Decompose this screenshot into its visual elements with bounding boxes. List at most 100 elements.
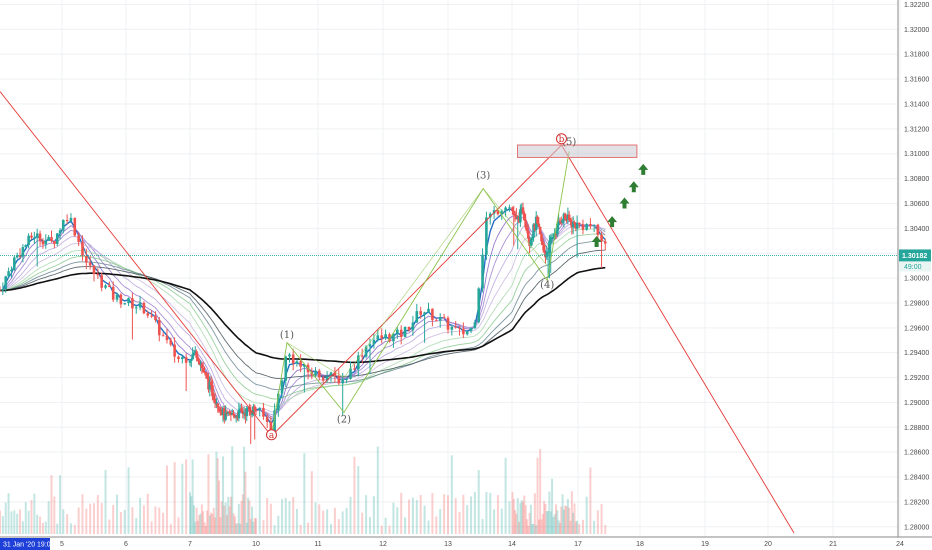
candle-body [567, 214, 571, 221]
candle-body [525, 227, 529, 232]
volume-bar [525, 519, 528, 534]
candle-body [349, 368, 352, 379]
candle-body [18, 255, 22, 257]
volume-bar [540, 519, 543, 534]
candle-body [237, 409, 241, 419]
candle-body [544, 252, 547, 258]
candle-body [504, 207, 507, 211]
candle-body [44, 240, 48, 245]
candle-body [280, 380, 284, 394]
wave-label: (5) [562, 137, 576, 148]
volume-bar [215, 451, 218, 534]
y-tick-label: 1.29200 [904, 375, 929, 382]
candle-body [392, 333, 395, 342]
volume-bar [233, 516, 236, 534]
candle-body [368, 344, 372, 347]
y-tick-label: 1.28000 [904, 524, 929, 531]
volume-bar [104, 469, 107, 534]
candle-body [496, 210, 500, 215]
volume-bar [518, 521, 521, 534]
volume-bar [427, 520, 430, 534]
candle-body [245, 408, 249, 417]
x-tick-label: 19 [701, 541, 709, 548]
candle-body [204, 371, 208, 376]
candle-body [380, 335, 383, 339]
volume-bar [255, 518, 257, 534]
volume-bar [284, 498, 287, 534]
x-tick-label: 21 [829, 541, 837, 548]
y-tick-label: 1.29000 [904, 400, 929, 407]
candle-body [96, 274, 100, 276]
candle-body [538, 226, 542, 235]
volume-bar [0, 510, 1, 534]
volume-bar [36, 514, 39, 534]
candle-body [477, 288, 481, 323]
volume-bar [240, 501, 243, 534]
x-tick-label: 14 [508, 541, 516, 548]
candle-body [360, 355, 364, 357]
candle-body [565, 218, 568, 221]
volume-bar [523, 495, 526, 534]
volume-bar [227, 496, 230, 534]
candle-body [403, 326, 407, 338]
volume-bar [388, 525, 391, 534]
candle-body [229, 413, 233, 416]
volume-bar [532, 523, 535, 534]
candle-body [55, 233, 59, 244]
volume-bar [292, 497, 295, 534]
candle-body [577, 222, 581, 225]
volume-bar [581, 519, 584, 534]
volume-bar [228, 506, 231, 534]
volume-bar [231, 446, 234, 534]
volume-bar [235, 523, 238, 534]
candle-body [534, 216, 538, 230]
candle-body [115, 294, 119, 300]
candle-body [177, 356, 180, 360]
candle-body [146, 313, 150, 316]
volume-bar [593, 520, 596, 534]
candle-body [53, 241, 56, 244]
candle-body [273, 410, 276, 432]
candle-body [123, 303, 127, 305]
wave-labels: (1) (2) (3) (4) (5) a b [266, 133, 576, 441]
volume-bar [191, 459, 194, 534]
volume-bar [19, 509, 22, 534]
y-tick-label: 1.28400 [904, 475, 929, 482]
volume-bar [281, 498, 284, 534]
candle-body [88, 262, 92, 266]
volume-bar [307, 522, 310, 534]
volume-bar [508, 501, 511, 534]
candle-body [481, 254, 484, 289]
circled-label-ring [266, 429, 277, 441]
candle-body [288, 354, 291, 357]
volume-bar [13, 510, 16, 534]
volume-bar [326, 509, 329, 534]
candle-body [399, 329, 403, 338]
volume-bar [303, 453, 306, 534]
y-tick-label: 1.30600 [904, 201, 929, 208]
volume-bar [573, 503, 576, 534]
candle-body [207, 378, 210, 390]
volume-bar [116, 494, 119, 534]
time-axis[interactable]: 5 6 7 10 11 12 13 14 17 18 19 20 21 24 31 Jan '20 19:0… [0, 536, 932, 550]
volume-bar [512, 498, 515, 534]
volume-bar [537, 519, 540, 534]
candle-body [253, 406, 256, 411]
volume-bar [404, 517, 407, 534]
volume-bar [192, 505, 195, 534]
candle-body [411, 322, 415, 331]
x-tick-label: 12 [379, 541, 387, 548]
up-arrow-icon [619, 197, 630, 209]
volume-bar [73, 524, 76, 534]
candle-body [341, 379, 344, 384]
volume-bar [400, 492, 403, 534]
candle-body [284, 356, 288, 381]
candle-body [85, 255, 88, 263]
candle-body [303, 364, 306, 367]
volume-bar [539, 449, 542, 534]
price-axis[interactable]: 1.32200 1.32000 1.31800 1.31600 1.31400 1.312… [897, 0, 931, 537]
candlesticks [0, 202, 607, 445]
volume-bar [139, 497, 142, 534]
candle-body [384, 334, 387, 339]
